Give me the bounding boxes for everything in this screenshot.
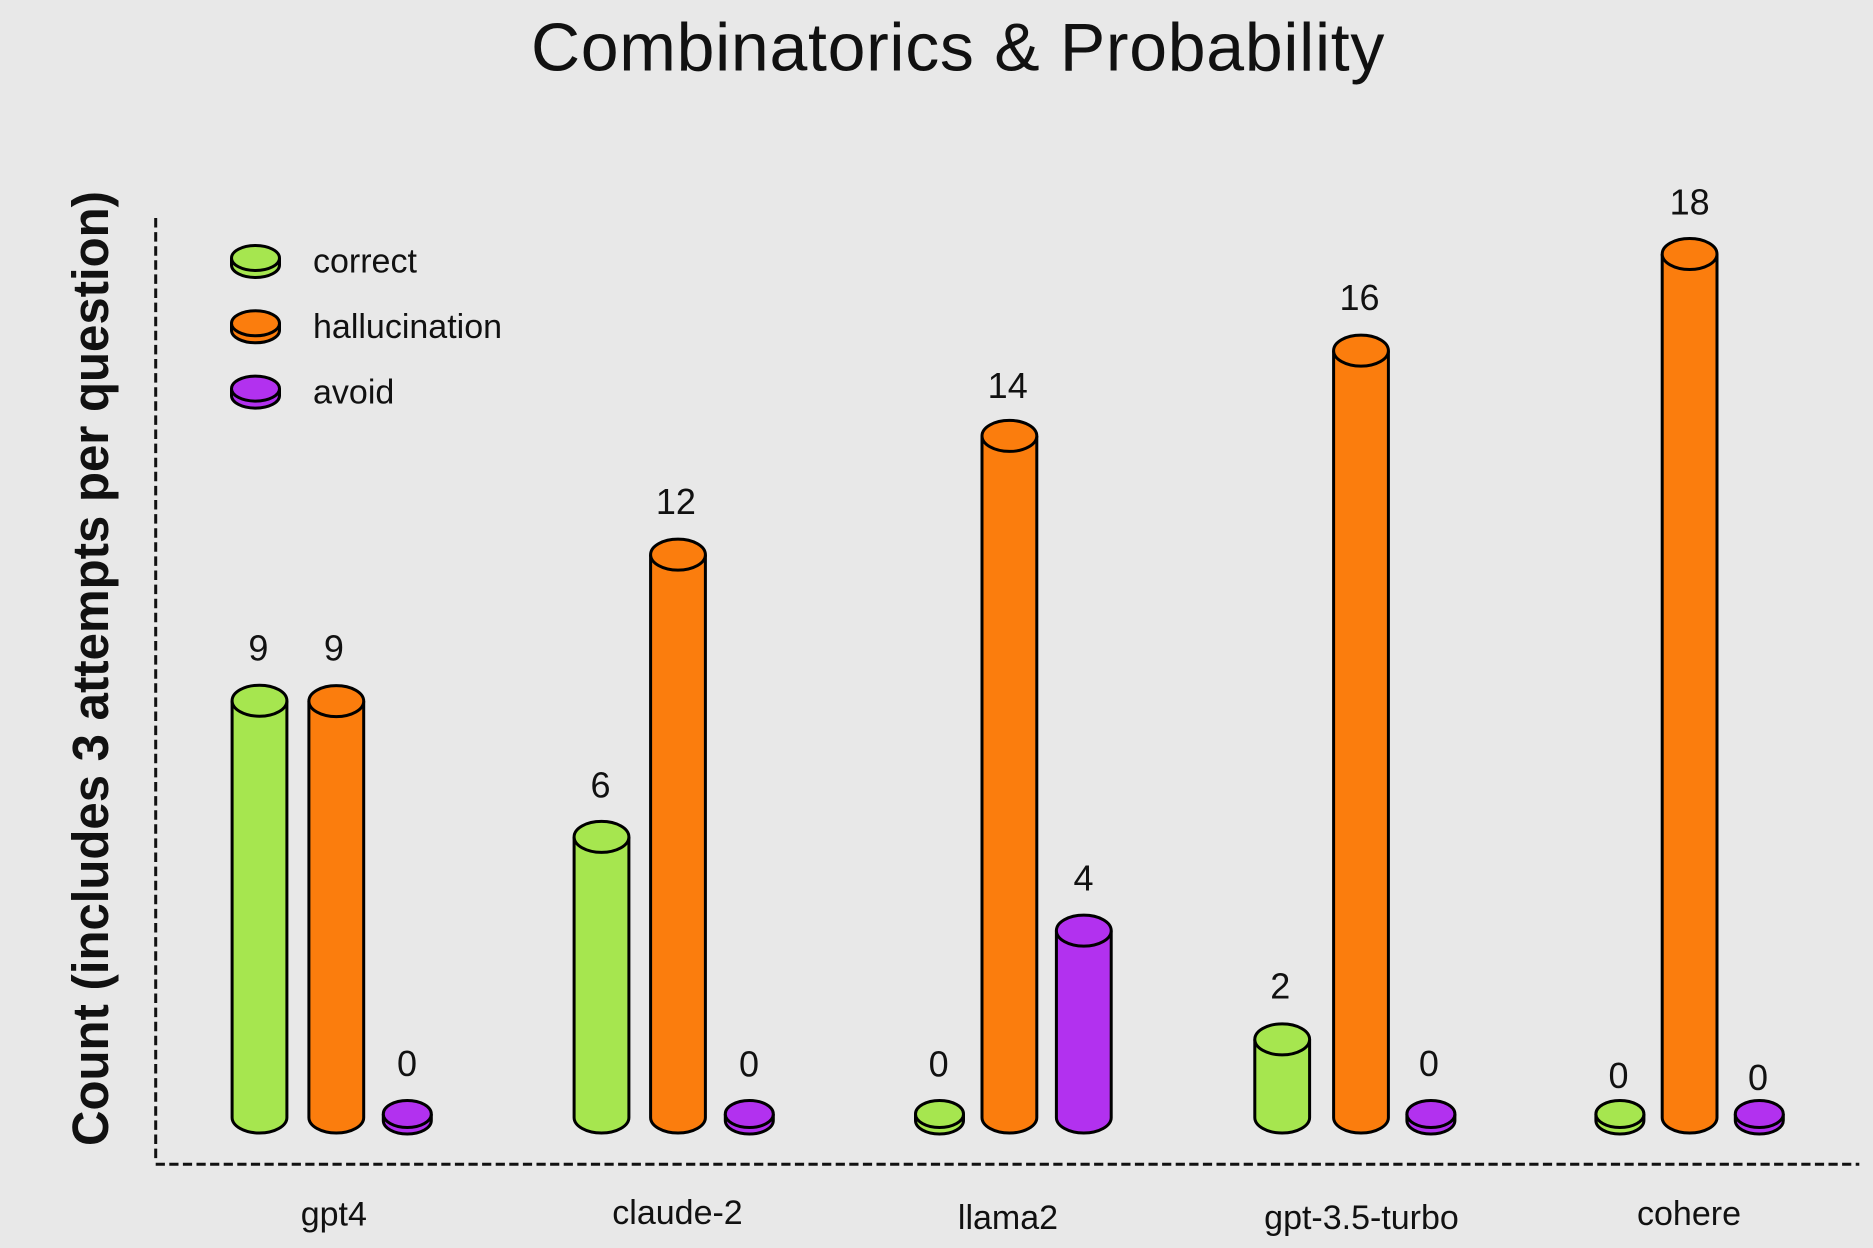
svg-text:6: 6 (590, 765, 610, 806)
svg-text:correct: correct (313, 243, 417, 281)
svg-text:Combinatorics & Probability: Combinatorics & Probability (531, 10, 1385, 86)
svg-text:gpt4: gpt4 (301, 1196, 367, 1234)
svg-text:Count (includes 3 attempts per: Count (includes 3 attempts per question) (62, 191, 119, 1146)
svg-text:9: 9 (248, 628, 268, 669)
svg-text:12: 12 (656, 481, 696, 522)
svg-text:llama2: llama2 (958, 1199, 1058, 1237)
svg-text:2: 2 (1270, 966, 1290, 1007)
svg-text:cohere: cohere (1637, 1195, 1741, 1233)
svg-text:9: 9 (324, 628, 344, 669)
svg-text:4: 4 (1073, 857, 1093, 898)
svg-text:0: 0 (739, 1043, 759, 1084)
svg-text:16: 16 (1339, 277, 1379, 318)
svg-text:18: 18 (1670, 182, 1710, 223)
svg-text:gpt-3.5-turbo: gpt-3.5-turbo (1264, 1199, 1459, 1237)
svg-text:0: 0 (397, 1043, 417, 1084)
svg-text:claude-2: claude-2 (612, 1194, 742, 1232)
svg-text:0: 0 (1419, 1043, 1439, 1084)
svg-text:hallucination: hallucination (313, 308, 502, 346)
svg-text:0: 0 (1748, 1057, 1768, 1098)
svg-text:avoid: avoid (313, 373, 394, 411)
svg-text:14: 14 (988, 365, 1028, 406)
svg-text:0: 0 (929, 1044, 949, 1085)
svg-text:0: 0 (1608, 1055, 1628, 1096)
